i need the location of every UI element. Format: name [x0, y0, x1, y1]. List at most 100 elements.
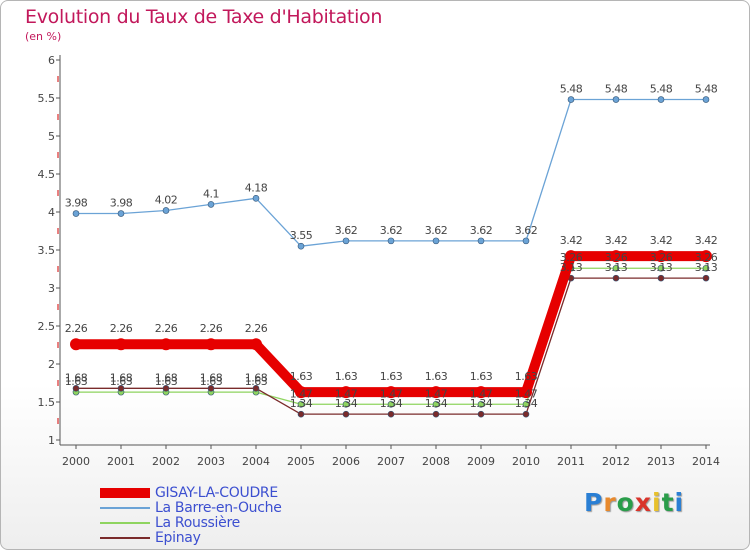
data-point: [387, 400, 395, 408]
legend-label: GISAY-LA-COUDRE: [155, 484, 278, 501]
data-label: 1.34: [470, 397, 493, 410]
data-label: 1.68: [110, 371, 133, 384]
data-point: [252, 195, 260, 202]
logo-letter: r: [603, 488, 617, 517]
data-label: 1.47: [470, 387, 493, 400]
data-point: [612, 264, 620, 272]
data-point: [702, 264, 710, 272]
y-tick-label: 1.5: [38, 396, 56, 409]
data-label: 1.68: [200, 371, 223, 384]
legend-swatch: [100, 521, 150, 524]
data-point: [612, 274, 620, 282]
data-label: 1.63: [515, 370, 538, 383]
data-label: 1.68: [65, 371, 88, 384]
y-tick-label: 5.5: [38, 92, 56, 105]
data-point: [432, 237, 440, 245]
x-tick-label: 2007: [377, 455, 405, 468]
data-label: 3.62: [380, 224, 403, 237]
data-label: 2.26: [155, 322, 178, 335]
data-label: 1.63: [425, 370, 448, 383]
data-point: [565, 250, 577, 263]
data-label: 1.63: [380, 370, 403, 383]
series-3: [72, 274, 710, 418]
data-label: 1.34: [425, 397, 448, 410]
logo-letter: x: [634, 488, 652, 517]
data-label: 1.34: [290, 397, 313, 410]
data-point: [297, 242, 305, 250]
data-label: 3.98: [110, 197, 133, 210]
data-label: 3.42: [695, 234, 718, 247]
data-label: 4.18: [245, 181, 268, 194]
data-label: 3.13: [650, 261, 673, 274]
data-label: 3.98: [65, 197, 88, 210]
data-label: 1.63: [470, 370, 493, 383]
data-label: 3.42: [605, 234, 628, 247]
data-label: 1.47: [515, 387, 538, 400]
data-label: 3.13: [560, 261, 583, 274]
legend-item: La Barre-en-Ouche: [100, 500, 282, 516]
x-tick-label: 2000: [62, 455, 90, 468]
data-point: [297, 410, 305, 418]
logo-letter: i: [674, 488, 685, 517]
data-label: 2.26: [110, 322, 133, 335]
data-label: 3.42: [650, 234, 673, 247]
data-label: 1.34: [515, 397, 538, 410]
data-point: [657, 96, 665, 103]
series-1: [72, 96, 710, 250]
data-label: 1.63: [290, 370, 313, 383]
y-tick-label: 5: [48, 130, 55, 143]
data-label: 1.47: [335, 387, 358, 400]
data-point: [387, 237, 395, 245]
data-point: [520, 386, 532, 399]
data-label: 2.26: [65, 322, 88, 335]
data-label: 3.62: [335, 224, 358, 237]
data-point: [612, 96, 620, 103]
data-point: [477, 410, 485, 418]
data-label: 3.62: [425, 224, 448, 237]
data-point: [115, 338, 127, 351]
data-label: 3.55: [290, 229, 313, 242]
data-label: 1.47: [290, 387, 313, 400]
data-label: 3.26: [605, 251, 628, 264]
data-label: 1.63: [335, 370, 358, 383]
data-point: [432, 410, 440, 418]
data-label: 3.42: [560, 234, 583, 247]
chart-title: Evolution du Taux de Taxe d'Habitation: [25, 6, 383, 28]
legend-label: La Roussière: [155, 514, 240, 531]
data-point: [342, 400, 350, 408]
unit-label: (en %): [25, 30, 62, 43]
data-point: [430, 386, 442, 399]
data-label: 4.1: [203, 187, 219, 200]
y-tick-label: 4.5: [38, 168, 56, 181]
data-point: [477, 237, 485, 245]
data-point: [700, 250, 712, 263]
data-label: 2.26: [200, 322, 223, 335]
legend-swatch: [100, 506, 150, 509]
data-point: [162, 207, 170, 214]
data-point: [207, 201, 215, 208]
data-point: [702, 96, 710, 103]
proxiti-logo: Proxiti: [584, 488, 684, 517]
data-point: [72, 385, 80, 392]
x-tick-label: 2009: [467, 455, 495, 468]
data-point: [250, 338, 262, 351]
data-point: [657, 274, 665, 282]
data-label: 4.02: [155, 193, 178, 206]
data-point: [387, 410, 395, 418]
data-point: [477, 400, 485, 408]
x-tick-label: 2012: [602, 455, 630, 468]
legend-item: Epinay: [100, 530, 282, 546]
data-point: [70, 338, 82, 351]
data-point: [610, 250, 622, 263]
x-tick-label: 2002: [152, 455, 180, 468]
logo-letter: i: [652, 488, 662, 517]
chart-legend: GISAY-LA-COUDRE La Barre-en-Ouche La Rouss…: [100, 484, 282, 546]
data-point: [117, 385, 125, 392]
y-tick-label: 2.5: [38, 320, 56, 333]
data-label: 5.48: [605, 83, 628, 96]
x-tick-label: 2013: [647, 455, 675, 468]
data-point: [205, 338, 217, 351]
y-tick-label: 3.5: [38, 244, 56, 257]
data-point: [117, 210, 125, 217]
